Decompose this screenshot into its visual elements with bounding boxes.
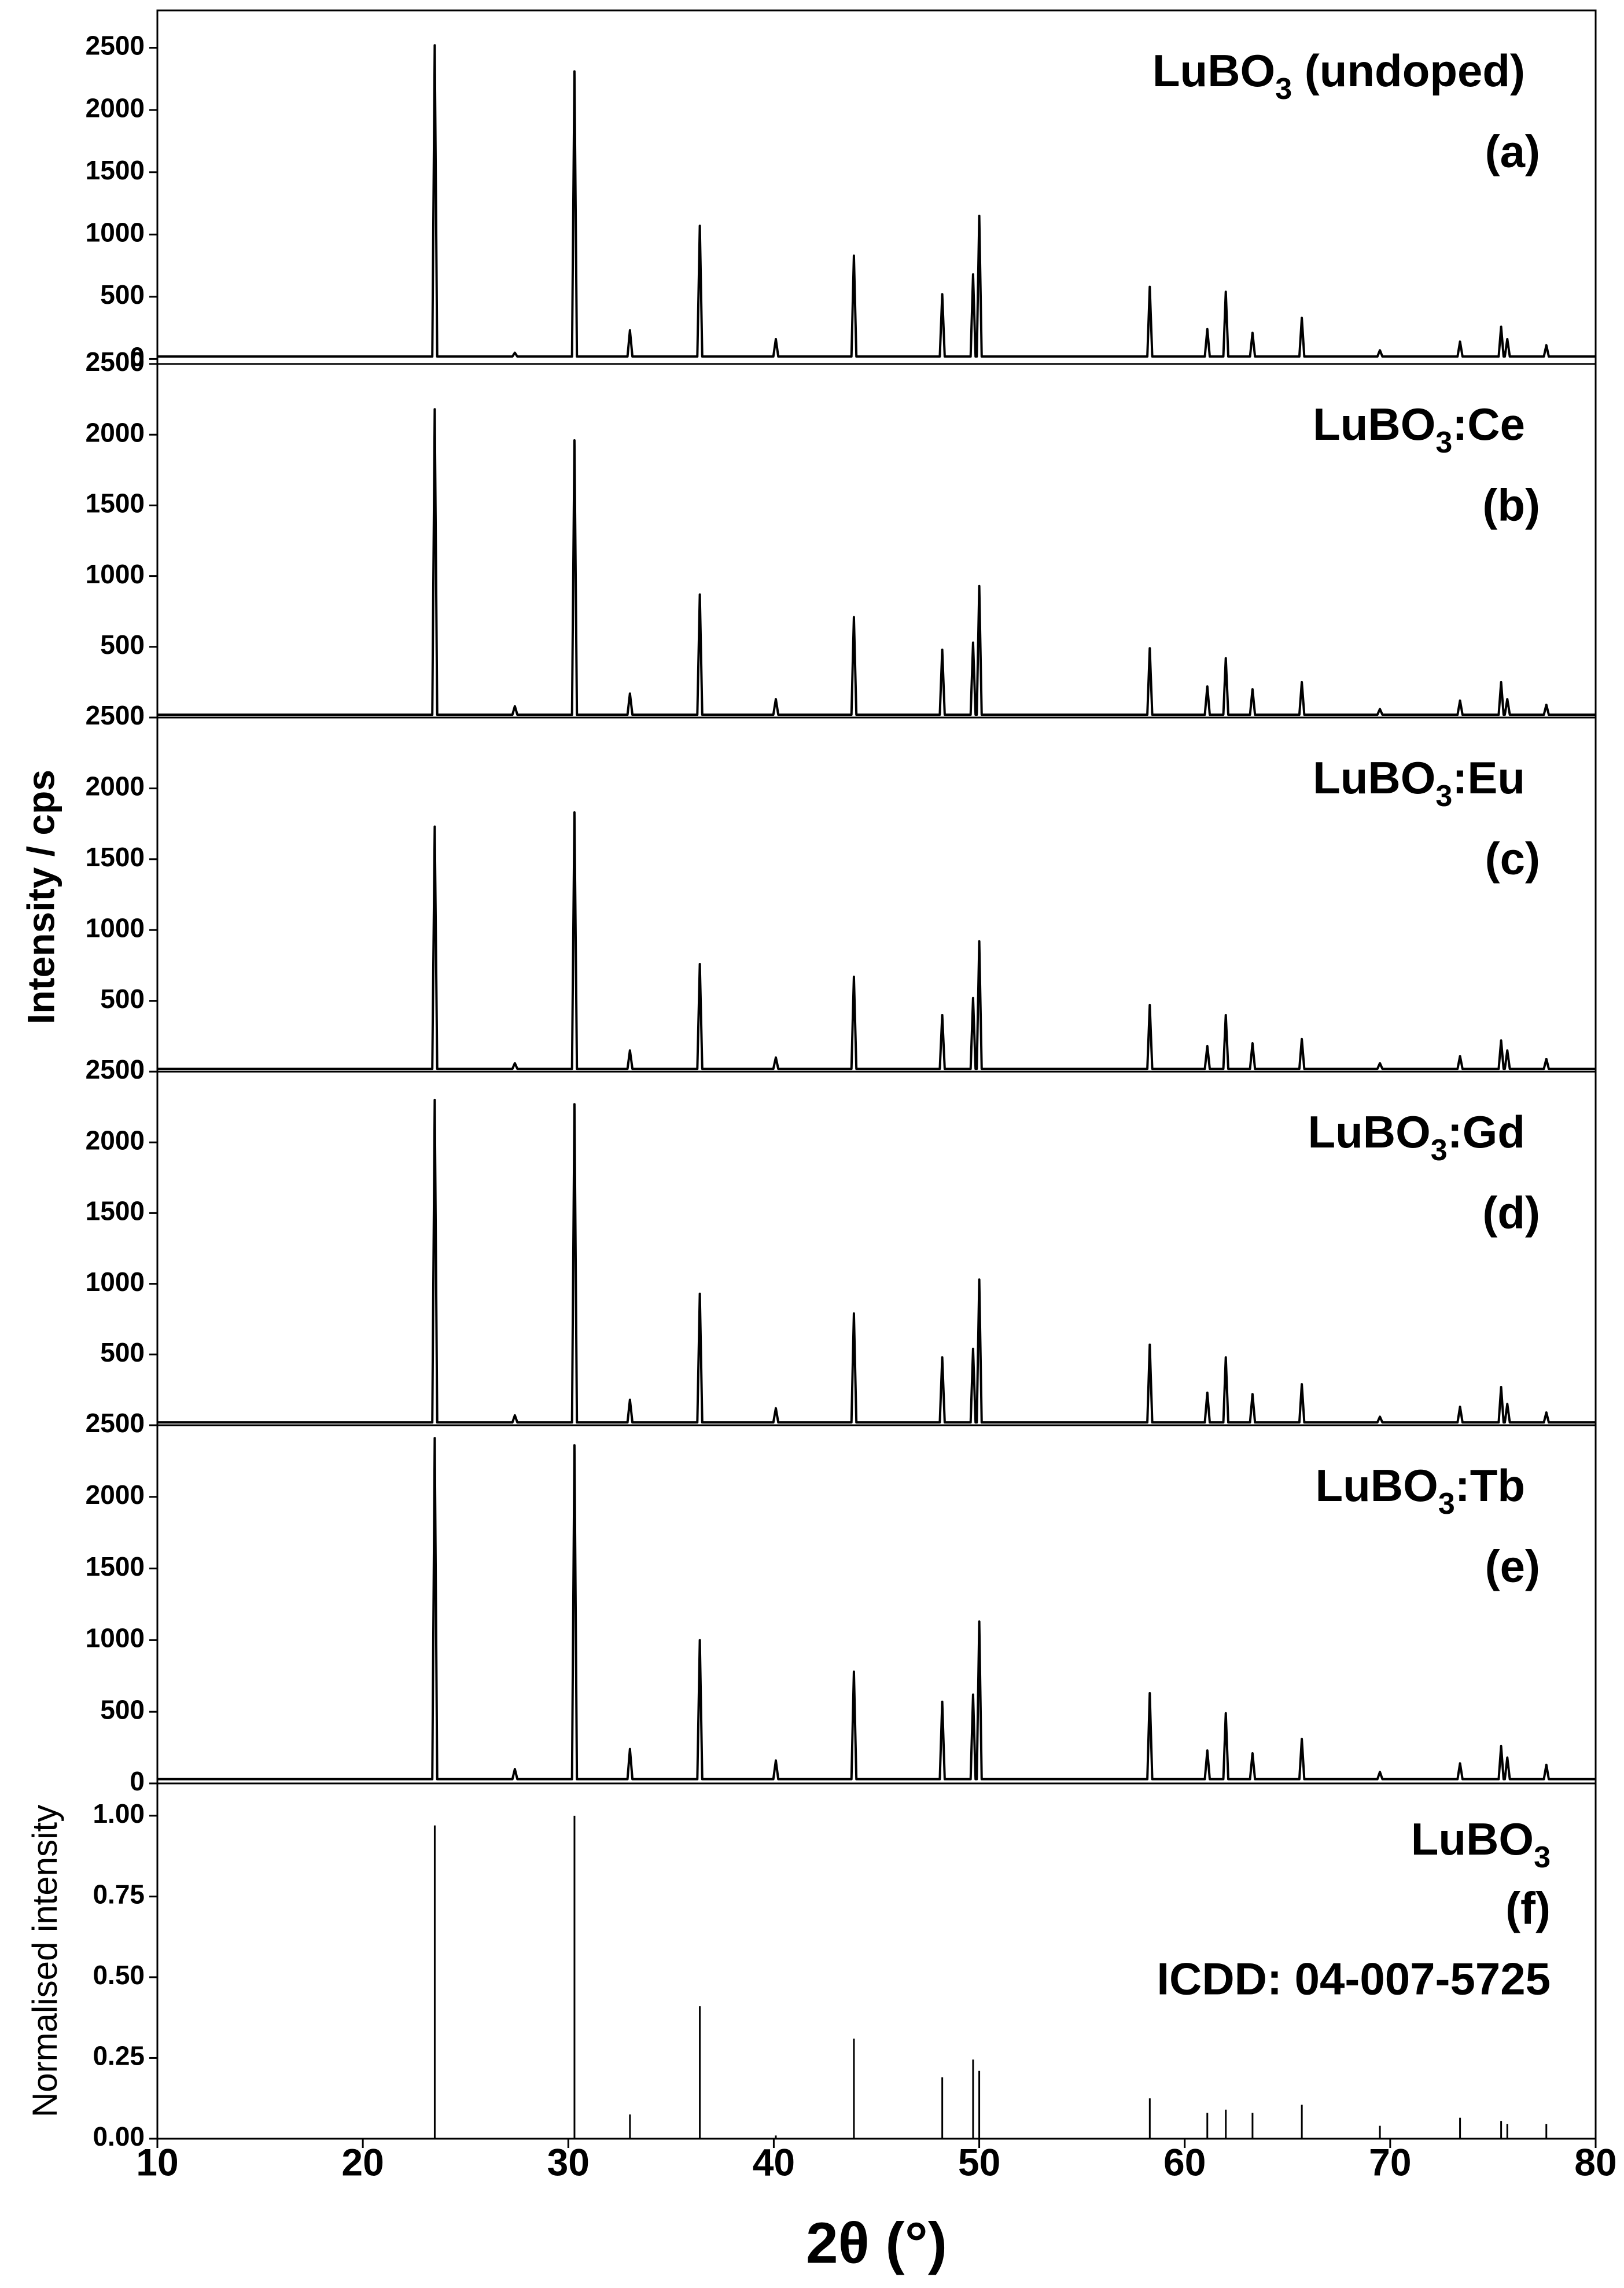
y-tick-label: 2500 xyxy=(86,1054,145,1084)
y-tick-label: 500 xyxy=(100,630,145,660)
y-tick-label: 1000 xyxy=(86,217,145,247)
y-tick-label: 0.50 xyxy=(93,1960,145,1990)
panel-title: LuBO3:Ce xyxy=(1313,399,1525,459)
x-tick-label: 40 xyxy=(753,2140,795,2183)
y-axis-label: Intensity / cps xyxy=(19,770,62,1024)
y-tick-label: 0 xyxy=(130,700,145,730)
y-tick-label: 1000 xyxy=(86,559,145,589)
title-part: :Tb xyxy=(1455,1460,1525,1511)
y-tick-label: 500 xyxy=(100,1337,145,1367)
diffraction-line xyxy=(157,1098,1596,1424)
x-tick-label: 10 xyxy=(136,2140,178,2183)
x-axis-label: 2θ (°) xyxy=(806,2210,947,2275)
y-tick-label: 500 xyxy=(100,1694,145,1724)
y-tick-label: 1500 xyxy=(86,1196,145,1226)
panel-title: LuBO3:Gd xyxy=(1308,1106,1525,1167)
y-tick-label: 2000 xyxy=(86,1125,145,1155)
x-tick-label: 50 xyxy=(958,2140,1000,2183)
y-tick-label: 0 xyxy=(130,1054,145,1084)
title-part: (undoped) xyxy=(1292,45,1525,96)
diffraction-line xyxy=(157,811,1596,1071)
title-part: 3 xyxy=(1435,779,1452,813)
y-tick-label: 2000 xyxy=(86,417,145,447)
title-part: :Eu xyxy=(1452,752,1525,803)
y-tick-label: 1500 xyxy=(86,488,145,518)
y-axis-label: Normalised intensity xyxy=(25,1805,64,2117)
y-tick-label: 2500 xyxy=(86,31,145,61)
title-part: 3 xyxy=(1275,72,1292,106)
title-part: LuBO xyxy=(1411,1814,1534,1864)
title-part: 3 xyxy=(1534,1841,1551,1874)
y-tick-label: 2500 xyxy=(86,347,145,377)
y-tick-label: 0 xyxy=(130,342,145,372)
x-tick-label: 20 xyxy=(341,2140,384,2183)
panel-label: (e) xyxy=(1485,1541,1540,1592)
panel-note: ICDD: 04-007-5725 xyxy=(1157,1954,1551,2004)
title-part: 3 xyxy=(1435,426,1452,459)
y-tick-label: 1000 xyxy=(86,1623,145,1653)
y-tick-label: 1000 xyxy=(86,1267,145,1297)
y-tick-label: 1500 xyxy=(86,1551,145,1581)
y-tick-label: 0 xyxy=(130,1766,145,1796)
panel-frame xyxy=(156,1782,1597,2140)
panel-label: (d) xyxy=(1482,1187,1540,1238)
title-part: :Gd xyxy=(1448,1106,1525,1157)
y-tick-label: 2000 xyxy=(86,93,145,123)
y-tick-label: 2500 xyxy=(86,1408,145,1438)
title-part: LuBO xyxy=(1316,1460,1438,1511)
x-tick-label: 70 xyxy=(1369,2140,1411,2183)
title-part: :Ce xyxy=(1452,399,1525,450)
y-tick-label: 500 xyxy=(100,279,145,310)
y-tick-label: 1500 xyxy=(86,842,145,872)
y-tick-label: 2500 xyxy=(86,700,145,730)
panel-title: LuBO3:Eu xyxy=(1313,752,1525,813)
x-tick-label: 80 xyxy=(1574,2140,1616,2183)
y-tick-label: 2000 xyxy=(86,1480,145,1510)
y-tick-label: 1500 xyxy=(86,155,145,185)
title-part: LuBO xyxy=(1308,1106,1430,1157)
x-tick-label: 30 xyxy=(547,2140,590,2183)
diffraction-line xyxy=(157,408,1596,716)
title-part: 3 xyxy=(1438,1487,1455,1521)
y-tick-label: 1000 xyxy=(86,913,145,943)
panel-label: (c) xyxy=(1485,833,1540,884)
diffraction-line xyxy=(157,1437,1596,1781)
y-tick-label: 0.75 xyxy=(93,1879,145,1910)
title-part: LuBO xyxy=(1313,399,1435,450)
title-part: LuBO xyxy=(1152,45,1275,96)
panel-label: (b) xyxy=(1482,480,1540,531)
diffraction-line xyxy=(157,44,1596,358)
x-tick-label: 60 xyxy=(1163,2140,1206,2183)
panel-title: LuBO3 (undoped) xyxy=(1152,45,1525,106)
y-tick-label: 0.00 xyxy=(93,2121,145,2151)
title-part: LuBO xyxy=(1313,752,1435,803)
panel-label: (a) xyxy=(1485,126,1540,177)
y-tick-label: 1.00 xyxy=(93,1798,145,1829)
panel-label: (f) xyxy=(1505,1883,1551,1934)
y-tick-label: 0.25 xyxy=(93,2041,145,2071)
panel-title: LuBO3:Tb xyxy=(1316,1460,1525,1521)
panel-title: LuBO3 xyxy=(1411,1814,1551,1874)
y-tick-label: 2000 xyxy=(86,771,145,801)
y-tick-label: 0 xyxy=(130,1408,145,1438)
y-tick-label: 500 xyxy=(100,984,145,1014)
title-part: 3 xyxy=(1431,1134,1448,1167)
